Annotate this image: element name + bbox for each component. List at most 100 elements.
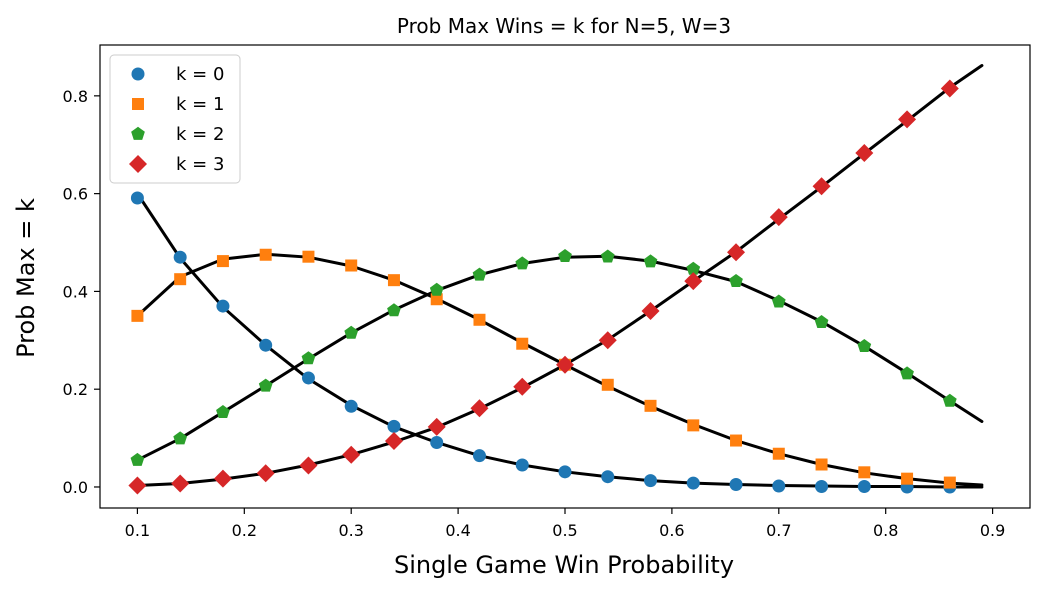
data-point-series3-10 (556, 355, 574, 374)
data-point-series0-4 (301, 371, 315, 385)
x-tick-label: 0.2 (232, 521, 257, 540)
y-tick-label: 0.6 (63, 185, 88, 204)
legend-label-2: k = 2 (176, 124, 224, 145)
data-point-series1-19 (943, 476, 956, 489)
legend-label-3: k = 3 (176, 154, 224, 175)
data-point-series3-1 (171, 474, 190, 493)
x-axis-label: Single Game Win Probability (394, 551, 734, 579)
data-point-series3-6 (384, 432, 403, 451)
legend-label-1: k = 1 (176, 94, 224, 115)
legend: k = 0 k = 1 k = 2 k = 3 (109, 54, 241, 184)
data-point-series3-8 (470, 399, 489, 418)
data-point-series3-17 (855, 144, 874, 163)
series-2 (130, 249, 957, 466)
x-tick-label: 0.4 (445, 521, 470, 540)
data-point-series0-10 (558, 465, 572, 479)
data-point-series0-0 (130, 191, 144, 205)
chart-title: Prob Max Wins = k for N=5, W=3 (397, 14, 731, 38)
series-markers (128, 79, 959, 495)
data-point-series0-11 (601, 470, 615, 484)
data-point-series3-0 (128, 476, 147, 495)
data-point-series3-12 (641, 301, 660, 320)
data-point-series3-16 (812, 177, 831, 196)
data-point-series3-13 (684, 272, 703, 291)
data-point-series1-12 (644, 399, 657, 412)
data-point-series2-17 (857, 338, 872, 352)
data-point-series1-3 (259, 248, 272, 261)
y-tick-label: 0.4 (63, 282, 88, 301)
data-point-series1-2 (216, 255, 229, 268)
data-point-series0-9 (515, 458, 529, 472)
legend-box (109, 54, 241, 184)
data-point-series2-2 (216, 404, 230, 418)
x-tick-label: 0.3 (338, 521, 363, 540)
y-tick-label: 0.2 (63, 380, 88, 399)
data-point-series2-0 (130, 452, 145, 466)
data-point-series3-18 (898, 110, 917, 129)
data-point-series1-6 (387, 274, 400, 287)
data-point-series3-9 (513, 377, 532, 396)
data-point-series0-12 (644, 474, 658, 488)
data-point-series3-4 (299, 456, 318, 475)
data-point-series0-2 (216, 299, 230, 313)
data-point-series1-4 (302, 250, 315, 263)
legend-marker-0 (131, 67, 145, 81)
data-point-series0-13 (686, 476, 700, 490)
data-point-series1-0 (131, 309, 144, 322)
data-point-series0-17 (857, 479, 871, 493)
data-point-series3-11 (598, 331, 617, 350)
legend-marker-1 (132, 98, 144, 110)
data-point-series0-15 (772, 479, 786, 493)
data-point-series2-18 (900, 366, 914, 380)
data-point-series2-1 (173, 431, 188, 445)
data-point-series1-18 (901, 472, 914, 485)
data-point-series3-7 (427, 417, 446, 436)
legend-marker-2 (131, 126, 145, 140)
data-point-series0-8 (472, 449, 486, 463)
x-tick-label: 0.7 (766, 521, 791, 540)
data-point-series2-15 (771, 294, 786, 308)
data-point-series2-9 (515, 256, 530, 270)
x-tick-label: 0.8 (873, 521, 898, 540)
data-point-series0-1 (173, 250, 187, 264)
data-point-series1-17 (858, 466, 871, 479)
x-tick-label: 0.1 (125, 521, 150, 540)
data-point-series1-9 (516, 337, 529, 350)
data-point-series2-12 (643, 254, 658, 268)
data-point-series3-3 (256, 464, 275, 483)
data-point-series1-11 (601, 378, 614, 391)
data-point-series0-5 (344, 399, 358, 413)
data-point-series2-7 (429, 282, 444, 296)
data-point-series2-4 (301, 351, 316, 365)
data-point-series3-19 (940, 79, 959, 98)
plot-area (128, 64, 984, 495)
legend-marker-3 (129, 155, 147, 173)
data-point-series2-8 (472, 267, 487, 281)
y-axis-label: Prob Max = k (12, 198, 40, 358)
series-1 (131, 248, 956, 489)
data-point-series3-2 (213, 469, 232, 488)
data-point-series0-7 (430, 435, 444, 449)
legend-label-0: k = 0 (176, 64, 224, 85)
data-point-series2-6 (387, 303, 401, 317)
y-tick-label: 0.8 (63, 87, 88, 106)
data-point-series1-1 (174, 273, 187, 286)
x-tick-label: 0.9 (980, 521, 1005, 540)
x-tick-label: 0.6 (659, 521, 684, 540)
data-point-series3-5 (342, 445, 361, 464)
data-point-series1-14 (730, 434, 743, 447)
data-point-series1-5 (345, 259, 358, 272)
series-3 (128, 79, 959, 495)
data-point-series2-13 (686, 261, 701, 275)
data-point-series2-5 (344, 325, 359, 339)
data-point-series2-10 (558, 249, 572, 263)
data-point-series2-11 (600, 249, 615, 263)
data-point-series1-7 (430, 293, 443, 306)
data-point-series2-19 (942, 393, 957, 407)
data-point-series1-13 (687, 419, 700, 432)
data-point-series3-14 (727, 243, 746, 262)
x-tick-label: 0.5 (552, 521, 577, 540)
data-point-series0-14 (729, 478, 743, 492)
data-point-series1-8 (473, 313, 486, 326)
data-point-series2-16 (814, 315, 829, 329)
